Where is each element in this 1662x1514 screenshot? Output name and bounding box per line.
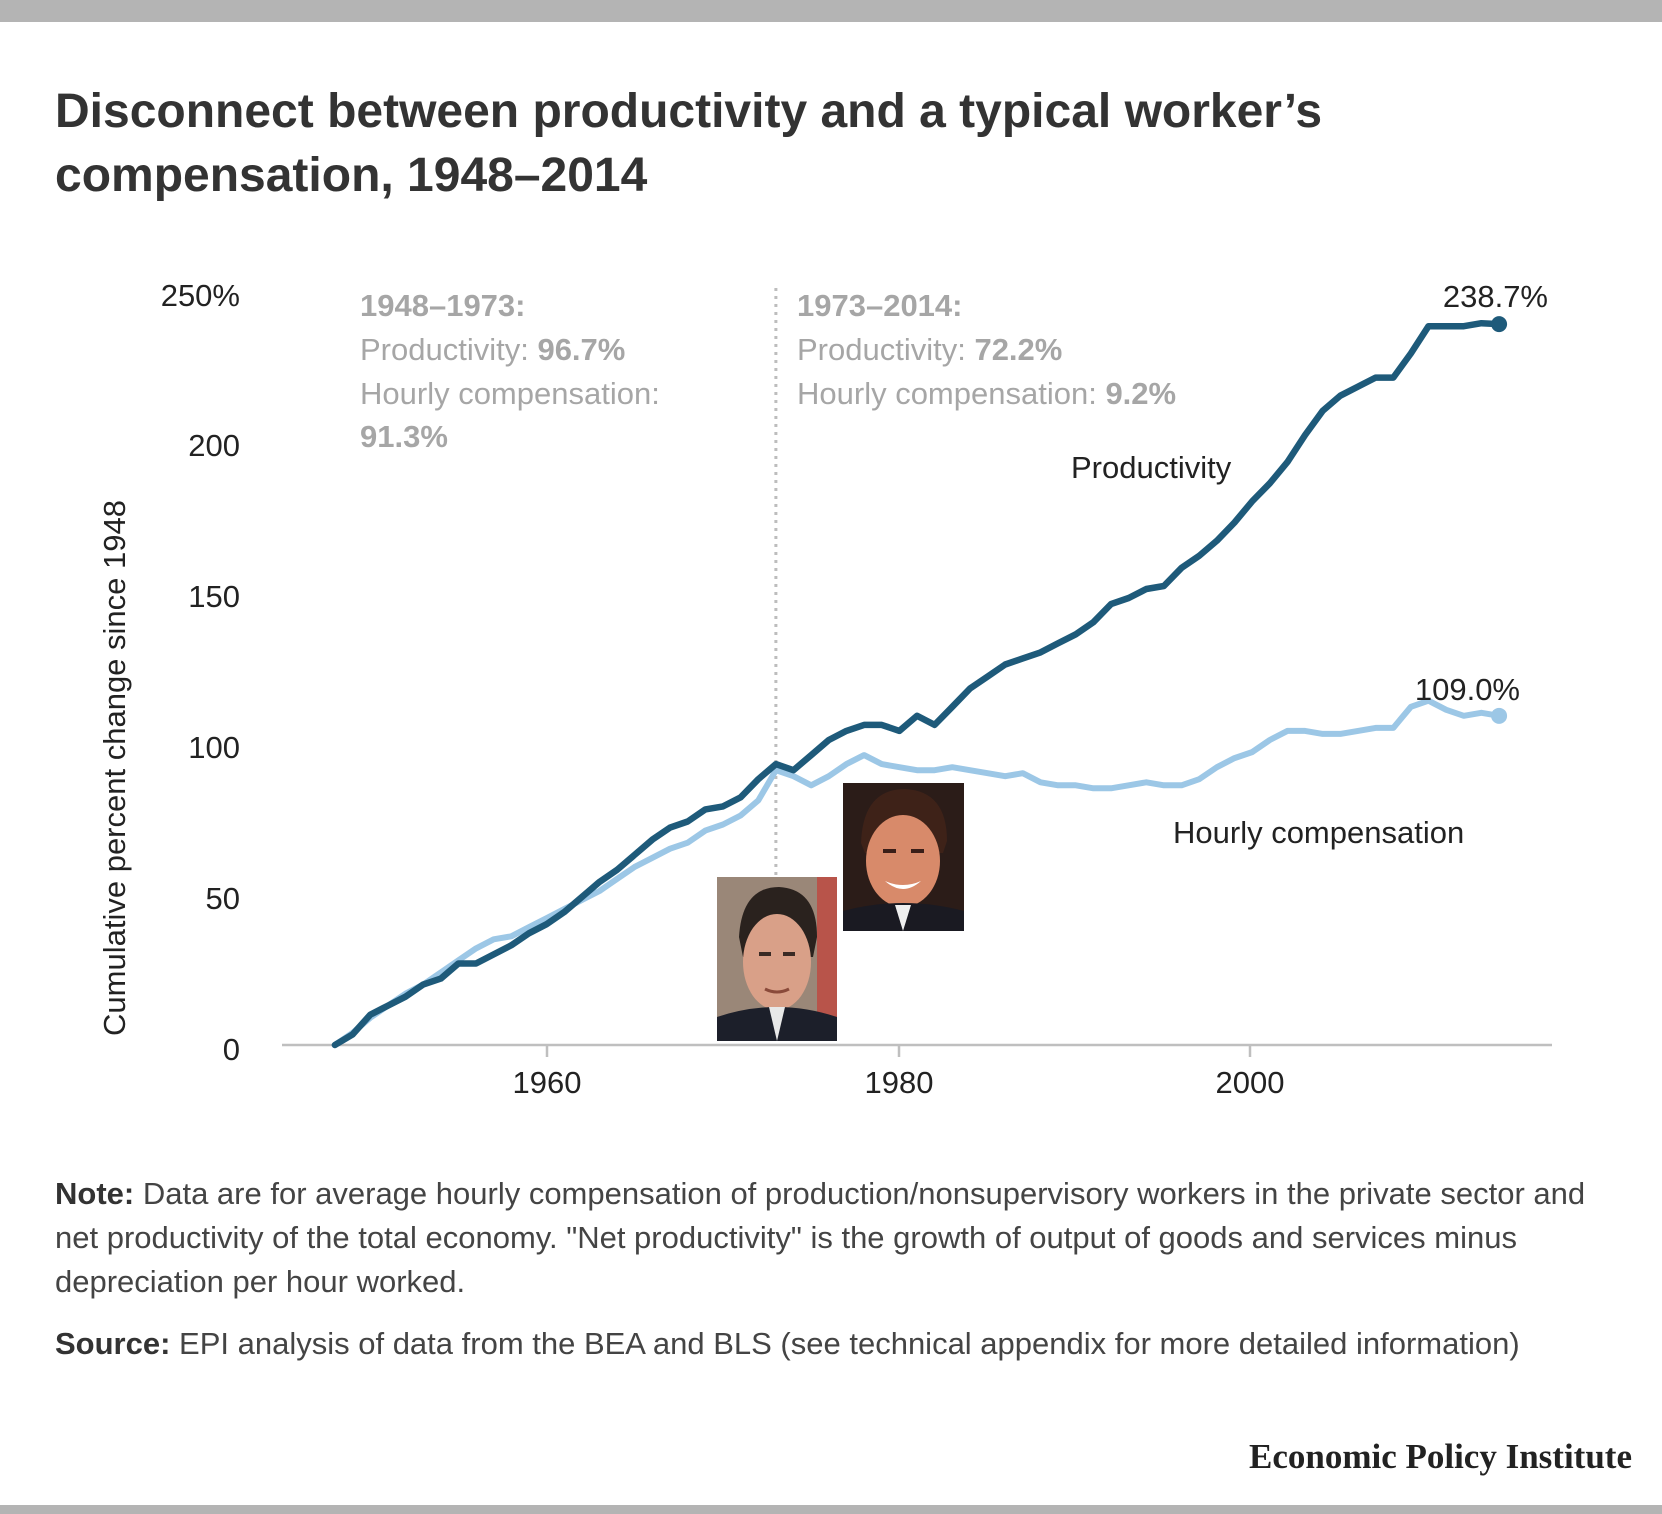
chart: Cumulative percent change since 1948 250… [97,278,1552,1100]
series-end-point-productivity [1491,316,1508,333]
top-border [0,0,1662,22]
series-line-productivity [331,319,1503,1049]
annotation-compensation-label: Hourly compensation: [360,376,660,411]
y-tick-label: 50 [206,881,240,916]
annotation-productivity: Productivity: 96.7% [360,332,625,367]
series-line-hourly-compensation [331,697,1503,1048]
x-tick-label: 2000 [1216,1065,1285,1100]
annotation-1973-2014: 1973–2014: Productivity: 72.2% Hourly co… [797,288,1176,411]
notes: Note: Data are for average hourly compen… [55,1172,1615,1384]
brand-logo-text: Economic Policy Institute [1248,1437,1632,1476]
source-text: EPI analysis of data from the BEA and BL… [170,1326,1520,1361]
end-value-label-productivity: 238.7% [1443,279,1548,314]
series-label-productivity: Productivity [1071,450,1232,485]
y-tick-labels: 250% 200 150 100 50 0 [161,278,240,1067]
annotation-compensation: Hourly compensation: 9.2% [797,376,1176,411]
portrait-reagan [843,783,964,931]
portrait-nixon-illustration [717,877,837,1041]
bottom-border [0,1505,1662,1514]
x-ticks [545,1045,1252,1057]
annotation-compensation-value: 91.3% [360,419,448,454]
annotation-heading: 1973–2014: [797,288,963,323]
y-axis-label: Cumulative percent change since 1948 [97,500,132,1036]
note-label: Note: [55,1176,135,1211]
chart-title: Disconnect between productivity and a ty… [55,80,1555,208]
y-tick-label: 200 [188,428,240,463]
chart-title-line-2: compensation, 1948–2014 [55,149,648,202]
series-label-hourly-compensation: Hourly compensation [1173,815,1464,850]
source-label: Source: [55,1326,171,1361]
portrait-reagan-illustration [843,783,964,931]
portrait-nixon [717,877,837,1041]
source: Source: EPI analysis of data from the BE… [55,1322,1615,1366]
y-tick-label: 150 [188,579,240,614]
annotation-productivity: Productivity: 72.2% [797,332,1062,367]
x-tick-label: 1980 [865,1065,934,1100]
chart-title-line-1: Disconnect between productivity and a ty… [55,85,1323,138]
end-value-label-hourly-compensation: 109.0% [1415,672,1520,707]
series-end-point-hourly-compensation [1491,707,1508,724]
y-tick-label: 0 [223,1032,240,1067]
annotation-heading: 1948–1973: [360,288,526,323]
note-text: Data are for average hourly compensation… [55,1176,1586,1299]
y-tick-label: 250% [161,278,240,313]
note: Note: Data are for average hourly compen… [55,1172,1615,1304]
y-tick-label: 100 [188,730,240,765]
annotation-1948-1973: 1948–1973: Productivity: 96.7% Hourly co… [360,288,660,454]
x-tick-label: 1960 [513,1065,582,1100]
x-tick-labels: 1960 1980 2000 [513,1065,1285,1100]
